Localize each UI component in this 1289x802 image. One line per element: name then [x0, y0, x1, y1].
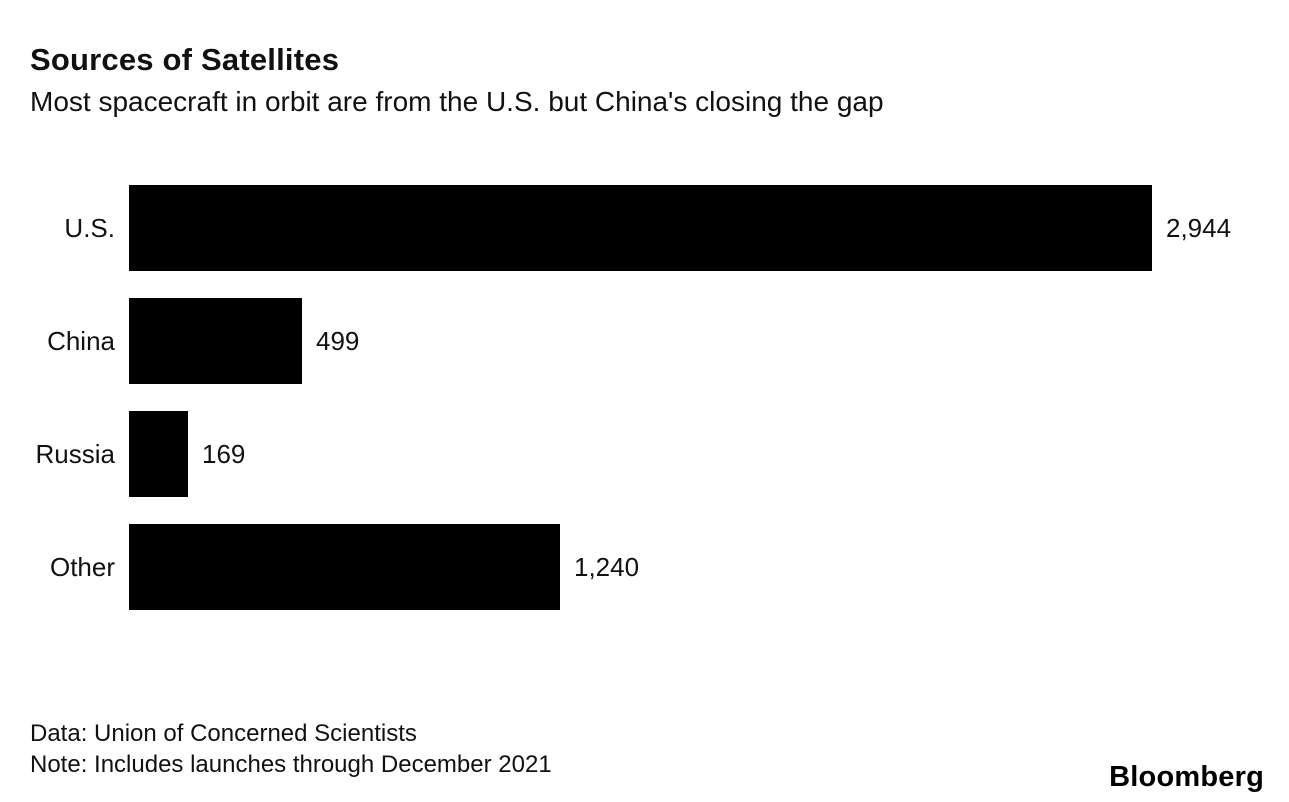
bar-row: Other 1,240	[30, 524, 1259, 610]
bar-chart: U.S. 2,944 China 499 Russia 169 Other 1,240	[30, 185, 1259, 610]
category-label: U.S.	[64, 212, 115, 243]
chart-footer: Data: Union of Concerned Scientists Note…	[30, 718, 552, 780]
bloomberg-logo: Bloomberg	[1109, 761, 1264, 793]
bar-other	[129, 524, 560, 610]
category-label: Russia	[35, 438, 115, 469]
bar-row: Russia 169	[30, 411, 1259, 497]
category-label: China	[47, 325, 115, 356]
chart-title: Sources of Satellites	[30, 42, 340, 77]
value-label: 169	[202, 438, 246, 469]
data-note-text: Note: Includes launches through December…	[30, 751, 552, 778]
chart-subtitle: Most spacecraft in orbit are from the U.…	[30, 86, 884, 117]
value-label: 2,944	[1166, 212, 1232, 243]
value-label: 499	[316, 325, 360, 356]
data-source-text: Data: Union of Concerned Scientists	[30, 720, 417, 747]
bar-row: China 499	[30, 298, 1259, 384]
category-label: Other	[49, 551, 115, 582]
value-label: 1,240	[574, 551, 640, 582]
bar-row: U.S. 2,944	[30, 185, 1259, 271]
bar-china	[129, 298, 302, 384]
bar-us	[129, 185, 1152, 271]
bar-russia	[129, 411, 188, 497]
